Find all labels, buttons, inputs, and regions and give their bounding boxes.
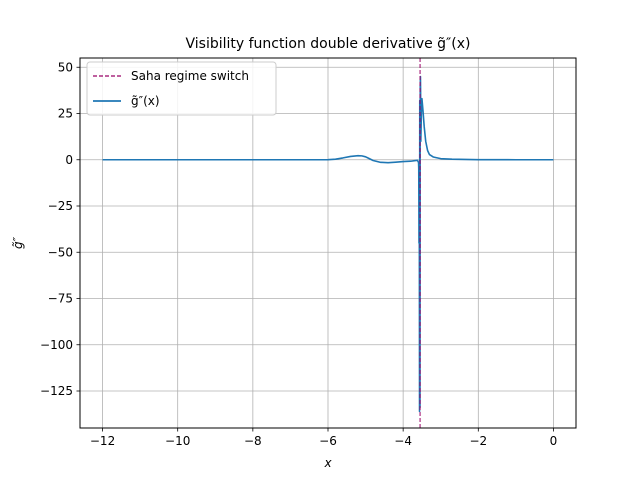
y-tick-label: −100: [40, 338, 73, 352]
x-tick-label: −8: [244, 434, 262, 448]
plot-area: [102, 58, 554, 428]
x-tick-label: −2: [469, 434, 487, 448]
x-tick-label: −6: [319, 434, 337, 448]
y-tick-label: 25: [58, 107, 73, 121]
y-axis-label: g̃″: [11, 236, 25, 249]
y-tick-label: 50: [58, 60, 73, 74]
x-tick-label: 0: [550, 434, 558, 448]
chart-title: Visibility function double derivative g̃…: [186, 36, 471, 52]
legend-label-saha-switch: Saha regime switch: [131, 69, 249, 83]
legend: Saha regime switch g̃″(x): [86, 61, 277, 116]
y-tick-label: 0: [65, 153, 73, 167]
series-line-g-double-prime: [102, 75, 554, 413]
y-tick-label: −125: [40, 384, 73, 398]
legend-label-g-double-prime: g̃″(x): [131, 94, 160, 108]
x-tick-label: −10: [165, 434, 190, 448]
axis-ticks: −12 −10 −8 −6 −4 −2 0 50 25 0 −25 −50 −75 −100 −125: [40, 60, 557, 448]
x-tick-label: −4: [394, 434, 412, 448]
y-tick-label: −50: [48, 245, 73, 259]
y-tick-label: −75: [48, 292, 73, 306]
x-axis-label: x: [323, 456, 332, 470]
legend-box: [86, 61, 277, 116]
x-tick-label: −12: [90, 434, 115, 448]
y-tick-label: −25: [48, 199, 73, 213]
